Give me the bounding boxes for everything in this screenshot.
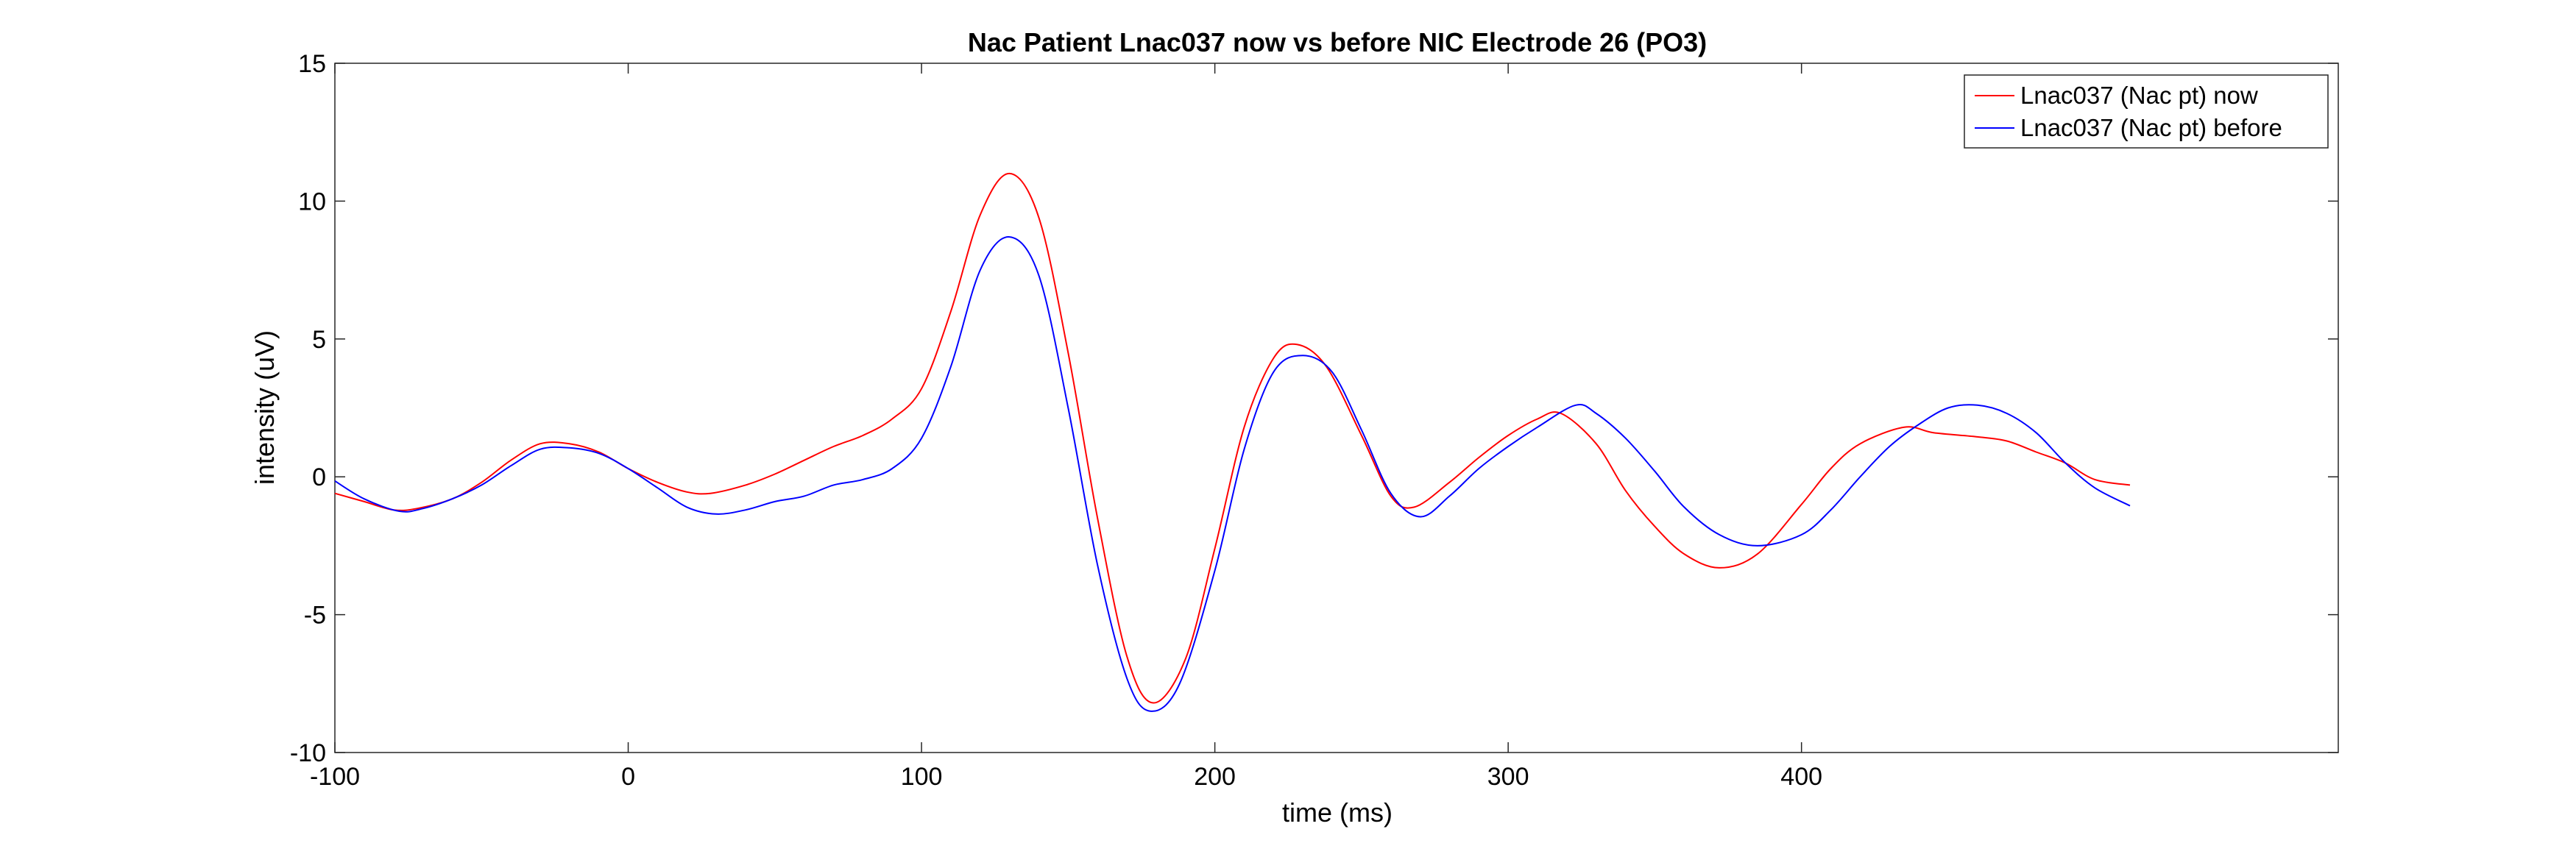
x-tick-label: 200: [1194, 763, 1236, 791]
x-tick-label: 100: [901, 763, 943, 791]
legend-entry-now: Lnac037 (Nac pt) now: [2020, 82, 2258, 109]
x-tick-label: 400: [1780, 763, 1822, 791]
y-tick-label: 15: [298, 50, 326, 78]
y-axis-label: intensity (uV): [250, 330, 280, 485]
y-tick-label: 10: [298, 188, 326, 216]
y-tick-label: 0: [312, 463, 326, 491]
series-line-now: [334, 172, 2131, 704]
legend-box: [1964, 74, 2329, 149]
y-tick-label: -5: [304, 602, 326, 630]
legend: Lnac037 (Nac pt) now Lnac037 (Nac pt) be…: [1964, 74, 2329, 149]
x-axis-label: time (ms): [1282, 797, 1393, 828]
plot-area: [334, 63, 2339, 753]
legend-entry-before: Lnac037 (Nac pt) before: [2020, 114, 2282, 141]
y-tick-label: 5: [312, 326, 326, 354]
series-lines: [334, 172, 2131, 712]
y-tick-label: -10: [290, 739, 326, 767]
x-tick-label: 300: [1487, 763, 1529, 791]
chart-title: Nac Patient Lnac037 now vs before NIC El…: [968, 27, 1707, 57]
series-line-before: [334, 236, 2131, 712]
x-axis: -100 0 100 200 300 400: [310, 63, 1822, 791]
x-tick-label: -100: [310, 763, 360, 791]
y-axis: -10 -5 0 5 10 15: [290, 50, 2338, 767]
x-tick-label: 0: [621, 763, 635, 791]
